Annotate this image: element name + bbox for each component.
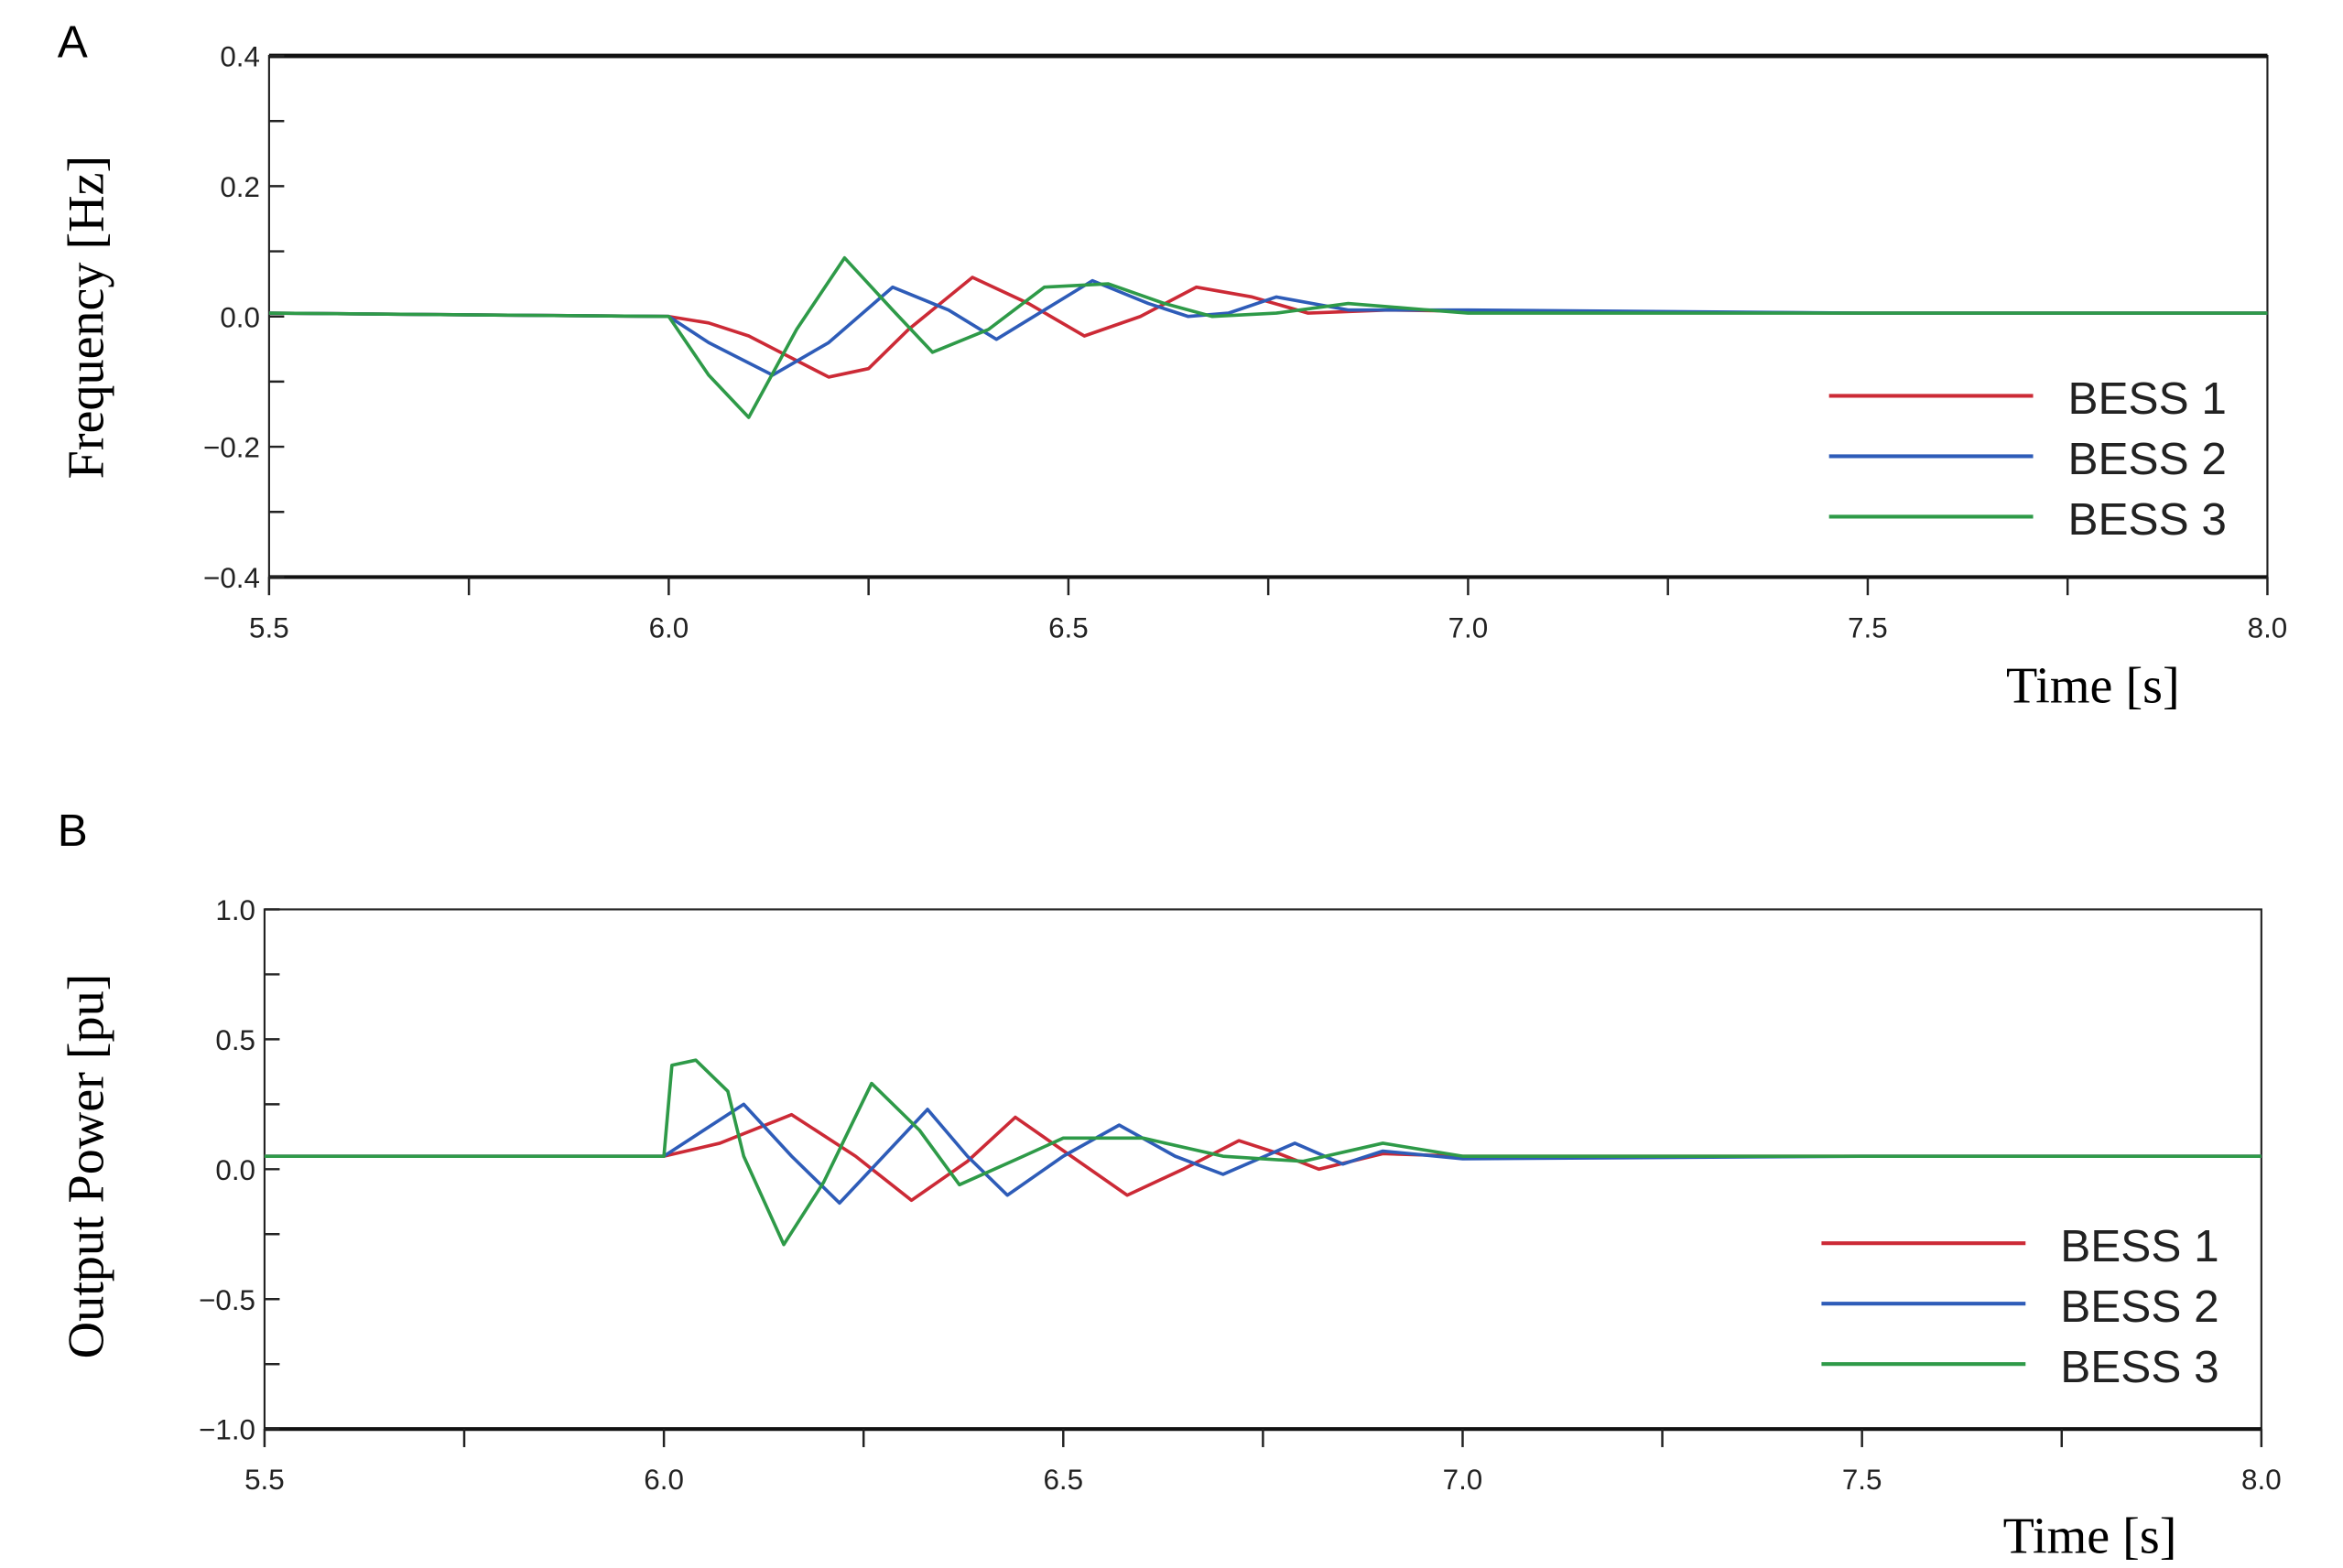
y-tick-label: −0.5	[199, 1284, 255, 1316]
x-tick-label: 6.5	[1048, 611, 1089, 643]
series-line-bess-3	[264, 1058, 2262, 1247]
x-tick-label: 7.5	[1842, 1464, 1882, 1496]
panel-label-b: B	[58, 806, 88, 856]
x-axis-label-b: Time [s]	[2003, 1509, 2177, 1565]
x-axis-label-a: Time [s]	[2006, 657, 2180, 714]
y-axis-label-b: Output Power [pu]	[58, 974, 114, 1359]
y-tick-label: −1.0	[199, 1414, 255, 1446]
y-tick-label: 1.0	[215, 894, 255, 926]
panel-a: A Frequency [Hz] Time [s] 5.5 6.0 6.5 7.0 7.…	[58, 17, 2288, 715]
legend-label-bess-1: BESS 1	[2068, 373, 2227, 424]
x-tick-label: 6.0	[649, 611, 689, 643]
x-tick-label: 5.5	[244, 1464, 285, 1496]
legend-label-bess-2: BESS 2	[2068, 434, 2227, 484]
series-line-bess-2	[268, 278, 2268, 377]
y-tick-label: −0.4	[203, 562, 260, 594]
y-tick-label: 0.5	[215, 1024, 255, 1056]
legend-label-bess-2: BESS 2	[2060, 1281, 2218, 1332]
y-tick-label: 0.0	[215, 1154, 255, 1186]
x-tick-label: 5.5	[249, 611, 289, 643]
x-tick-label: 6.5	[1043, 1464, 1083, 1496]
legend-label-bess-3: BESS 3	[2060, 1342, 2218, 1392]
y-axis-label-a: Frequency [Hz]	[58, 156, 114, 480]
x-tick-label: 8.0	[2241, 1464, 2282, 1496]
x-tick-label: 6.0	[644, 1464, 684, 1496]
series-line-bess-2	[264, 1102, 2262, 1206]
panel-b: B Output Power [pu] Time [s] 5.5 6.0 6.5 7.…	[58, 806, 2282, 1564]
y-tick-label: −0.2	[203, 432, 260, 464]
x-tick-label: 7.0	[1443, 1464, 1483, 1496]
y-tick-label: 0.0	[220, 301, 260, 333]
x-tick-label: 7.5	[1848, 611, 1888, 643]
series-line-bess-1	[264, 1112, 2262, 1203]
y-tick-label: 0.4	[220, 41, 260, 73]
x-tick-label: 8.0	[2248, 611, 2288, 643]
y-tick-label: 0.2	[220, 171, 260, 203]
plot-frame	[263, 908, 2262, 1431]
x-tick-label: 7.0	[1448, 611, 1489, 643]
series-line-bess-1	[268, 276, 2268, 379]
series-line-bess-3	[268, 255, 2268, 419]
legend-label-bess-3: BESS 3	[2068, 494, 2227, 545]
legend-label-bess-1: BESS 1	[2060, 1221, 2218, 1271]
panel-label-a: A	[58, 17, 88, 68]
